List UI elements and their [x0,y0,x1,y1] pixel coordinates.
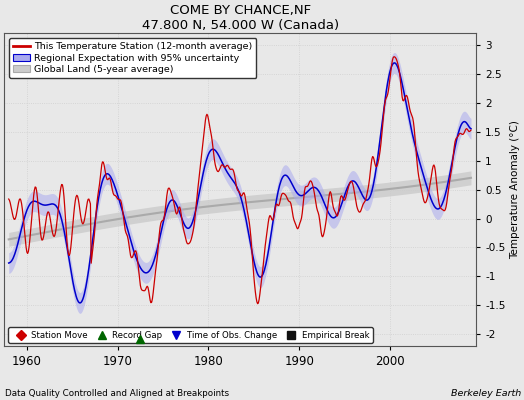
Text: Berkeley Earth: Berkeley Earth [451,389,521,398]
Legend: Station Move, Record Gap, Time of Obs. Change, Empirical Break: Station Move, Record Gap, Time of Obs. C… [8,327,373,343]
Y-axis label: Temperature Anomaly (°C): Temperature Anomaly (°C) [510,120,520,259]
Text: Data Quality Controlled and Aligned at Breakpoints: Data Quality Controlled and Aligned at B… [5,389,230,398]
Title: COME BY CHANCE,NF
47.800 N, 54.000 W (Canada): COME BY CHANCE,NF 47.800 N, 54.000 W (Ca… [141,4,339,32]
